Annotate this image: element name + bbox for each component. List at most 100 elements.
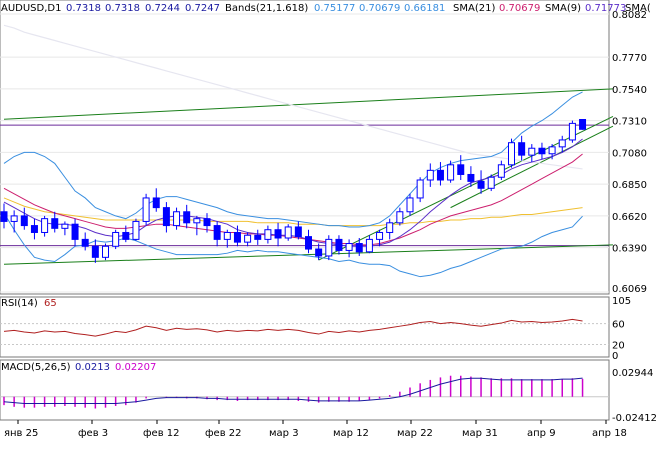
candle-bear [71, 223, 79, 240]
candle-bull [426, 169, 434, 181]
candle-bull [173, 211, 181, 227]
sma9-line [3, 138, 583, 247]
price-tick-label: 0.6850 [612, 180, 647, 191]
bollinger-lower-line [3, 212, 583, 278]
price-tick-label: 0.6069 [612, 284, 647, 295]
candle-bull [132, 220, 140, 240]
bands-upper-value: 0.75177 [314, 3, 355, 14]
candle-bull [497, 164, 505, 178]
candle-bull [10, 215, 18, 222]
bands-lower-value: 0.66181 [404, 3, 445, 14]
candle-bear [51, 218, 59, 229]
candle-bull [568, 122, 576, 141]
macd-signal-line [3, 377, 583, 404]
candle-bull [142, 197, 150, 222]
symbol-label: AUDUSD,D1 [1, 3, 61, 14]
sma-white-line [3, 24, 583, 170]
candle-bull [365, 238, 373, 253]
rsi-line [3, 318, 583, 337]
rsi-label: RSI(14) [1, 298, 38, 309]
candle-bull [223, 231, 231, 240]
candle-bear [457, 164, 465, 175]
price-tick-label: 0.8082 [612, 10, 647, 21]
price-panel [0, 0, 610, 295]
candle-bull [558, 139, 566, 148]
macd-legend: MACD(5,26,5) 0.0213 0.02207 [1, 362, 156, 373]
candlesticks [0, 119, 587, 263]
candle-bull [112, 231, 120, 247]
candle-bear [20, 215, 28, 227]
candle-bear [518, 142, 526, 156]
sma9-label: SMA(9) [545, 3, 581, 14]
x-tick-label: мар 31 [462, 428, 498, 439]
rsi-panel [0, 296, 610, 358]
sma-extra-label: SMA( [625, 3, 651, 14]
price-tick-label: 0.7540 [612, 85, 647, 96]
price-tick-label: 0.6620 [612, 212, 647, 223]
price-tick-label: 0.7770 [612, 53, 647, 64]
x-tick-label: мар 12 [333, 428, 369, 439]
candle-bull [487, 176, 495, 189]
x-tick-label: фев 22 [205, 428, 242, 439]
candle-bull [406, 197, 414, 213]
candle-bull [508, 142, 515, 166]
macd-tick-label: 0.02944 [612, 368, 653, 379]
trendline [450, 125, 614, 209]
candle-bear [305, 236, 312, 250]
candle-bull [325, 238, 333, 257]
sma21-label: SMA(21) [453, 3, 495, 14]
x-tick-label: мар 22 [397, 428, 433, 439]
sma21-line [3, 153, 583, 246]
candle-bear [81, 238, 89, 247]
candle-bear [152, 197, 160, 209]
rsi-layer [0, 318, 609, 346]
bands-mid-value: 0.70679 [359, 3, 400, 14]
x-tick-label: апр 18 [592, 428, 627, 439]
header-legend: AUDUSD,D1 0.7318 0.7318 0.7244 0.7247 Ba… [1, 3, 651, 14]
macd-tick-label: -0.02412 [612, 413, 657, 424]
candle-bear [254, 234, 262, 240]
axis-labels: 0.8082 0.7770 0.7540 0.7310 0.7080 0.6850 0.66… [4, 10, 657, 439]
x-tick-label: мар 3 [269, 428, 299, 439]
candle-bear [30, 225, 38, 233]
candle-bull [345, 243, 353, 251]
rsi-tick-label: 0 [612, 351, 618, 362]
candle-bull [386, 222, 394, 233]
candle-bear [538, 147, 546, 155]
candle-bear [467, 173, 475, 182]
ohlc-close: 0.7247 [185, 3, 220, 14]
candle-bear [183, 211, 191, 224]
x-tick-label: фев 3 [78, 428, 108, 439]
candle-bull [61, 223, 69, 229]
ohlc-high: 0.7318 [105, 3, 140, 14]
candle-bull [376, 231, 384, 240]
macd-value-main: 0.0213 [75, 362, 110, 373]
rsi-tick-label: 20 [612, 341, 625, 352]
price-tick-label: 0.7310 [612, 117, 647, 128]
sma-yellow-line [3, 197, 583, 227]
bollinger-upper-line [3, 91, 583, 228]
candle-bear [0, 211, 8, 222]
candle-bear [355, 243, 363, 253]
candle-bull [416, 179, 424, 199]
candle-bear [335, 238, 343, 251]
macd-label: MACD(5,26,5) [1, 362, 71, 373]
candle-bear [477, 180, 485, 189]
candle-bull [548, 146, 556, 155]
candle-bear [162, 207, 170, 227]
candle-bull [284, 226, 292, 239]
x-tick-label: апр 9 [527, 428, 556, 439]
x-tick-label: фев 12 [143, 428, 180, 439]
sma9-value: 0.71773 [585, 3, 626, 14]
candle-bear [294, 226, 302, 238]
bands-label: Bands(21,1.618) [225, 3, 308, 14]
candle-bull [528, 147, 536, 156]
candle-bear [203, 218, 211, 227]
rsi-tick-label: 60 [612, 320, 625, 331]
candle-bull [396, 211, 404, 224]
candle-bear [213, 225, 221, 240]
macd-layer [0, 375, 609, 409]
price-gridlines [0, 13, 609, 293]
candle-bull [193, 218, 201, 224]
candle-bull [102, 245, 109, 258]
